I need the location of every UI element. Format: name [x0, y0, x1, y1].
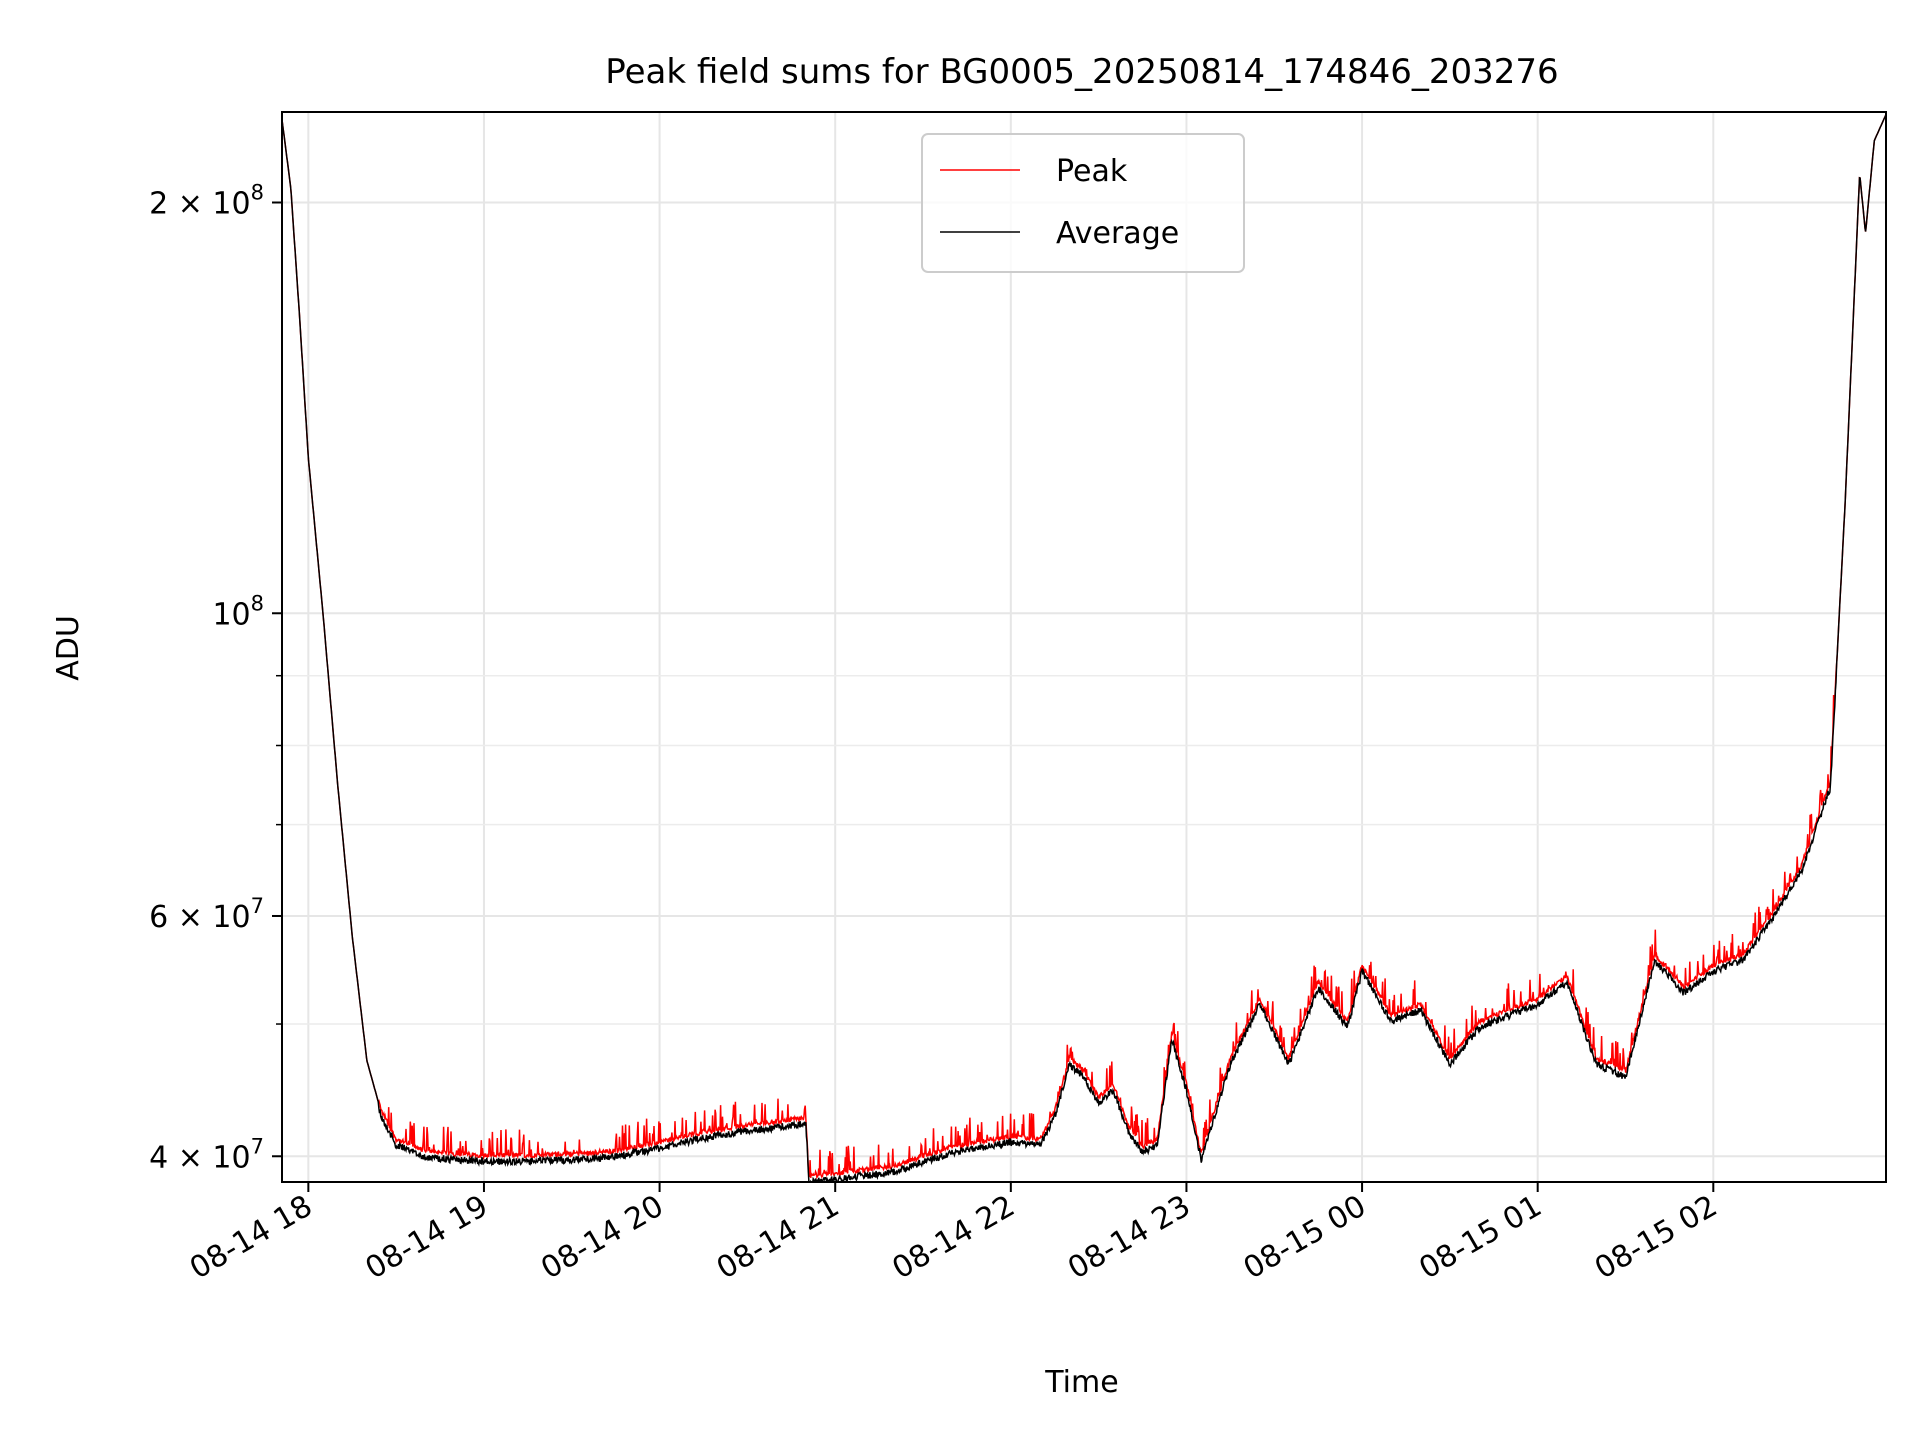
- series-lines: [282, 114, 1886, 1182]
- chart-title: Peak field sums for BG0005_20250814_1748…: [605, 52, 1558, 92]
- y-tick-label: 6 × 107: [149, 894, 264, 935]
- grid: [282, 112, 1886, 1182]
- legend-label-average: Average: [1056, 216, 1179, 251]
- legend-label-peak: Peak: [1056, 154, 1128, 189]
- legend-box: [921, 133, 1245, 273]
- y-tick-label: 4 × 107: [149, 1134, 264, 1175]
- legend: Peak Average: [921, 133, 1245, 273]
- series-line-peak: [282, 114, 1886, 1180]
- y-tick-label: 2 × 108: [149, 181, 264, 222]
- y-tick-label: 108: [212, 591, 264, 632]
- y-axis-label: ADU: [51, 615, 86, 681]
- series-line-average: [282, 114, 1886, 1182]
- x-axis-label: Time: [1044, 1365, 1118, 1400]
- plot-area-frame: [281, 111, 1887, 1183]
